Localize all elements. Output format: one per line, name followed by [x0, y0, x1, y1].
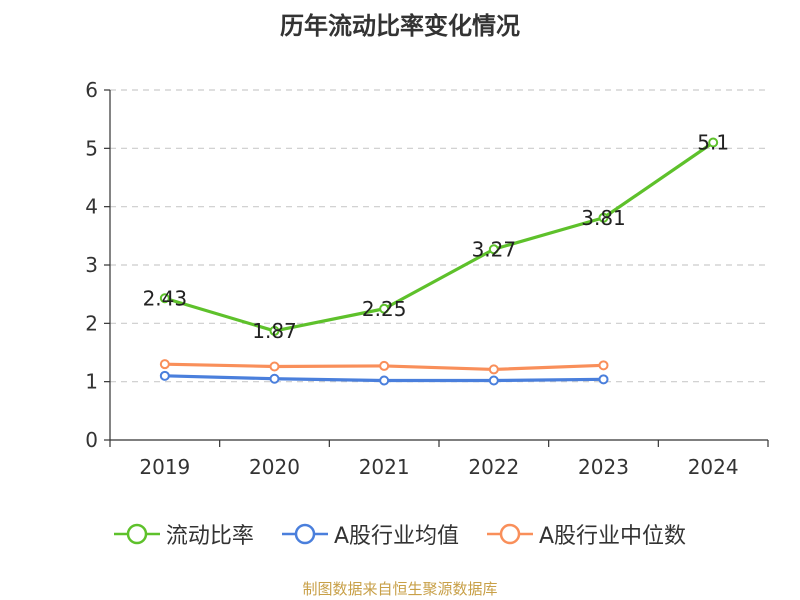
data-point-series-3-2022 — [488, 364, 499, 375]
legend-marker-series-2 — [281, 523, 328, 545]
legend-label-series-1: 流动比率 — [165, 524, 254, 549]
legend-circle-series-2 — [294, 523, 316, 545]
legend-circle-series-3 — [499, 523, 521, 545]
legend-label-series-3: A股行业中位数 — [539, 524, 687, 549]
x-tick-label-2022: 2022 — [468, 455, 519, 479]
legend: 流动比率 A股行业均值 A股行业中位数 — [0, 518, 800, 550]
data-point-series-1-2020 — [269, 325, 280, 336]
data-label-series-1-2024: 5.1 — [697, 131, 729, 155]
data-point-series-1-2019 — [159, 293, 170, 304]
y-tick-label-1: 1 — [85, 370, 98, 394]
data-point-series-1-2021 — [379, 303, 390, 314]
y-tick-label-3: 3 — [85, 253, 98, 277]
source-note: 制图数据来自恒生聚源数据库 — [302, 580, 498, 598]
x-tick-label-2023: 2023 — [578, 455, 629, 479]
data-point-series-2-2022 — [488, 375, 499, 386]
data-point-series-2-2020 — [269, 373, 280, 384]
data-point-series-2-2023 — [598, 374, 609, 385]
data-point-series-1-2023 — [598, 212, 609, 223]
y-tick-label-4: 4 — [85, 195, 98, 219]
y-tick-label-5: 5 — [85, 136, 98, 160]
data-point-series-3-2020 — [269, 361, 280, 372]
legend-circle-series-1 — [126, 523, 148, 545]
chart-title: 历年流动比率变化情况 — [280, 12, 520, 40]
data-point-series-1-2022 — [488, 244, 499, 255]
data-label-series-1-2022: 3.27 — [472, 237, 517, 261]
series-line-1 — [164, 141, 715, 333]
data-label-series-1-2021: 2.25 — [362, 297, 407, 321]
data-point-series-2-2021 — [379, 375, 390, 386]
data-point-series-3-2023 — [598, 360, 609, 371]
data-point-series-1-2024 — [708, 137, 719, 148]
y-tick-label-6: 6 — [85, 78, 98, 102]
y-tick-label-2: 2 — [85, 311, 98, 335]
x-tick-label-2024: 2024 — [688, 455, 739, 479]
data-label-series-1-2020: 1.87 — [252, 319, 297, 343]
legend-item-series-3[interactable]: A股行业中位数 — [487, 518, 686, 550]
x-tick-label-2020: 2020 — [249, 455, 300, 479]
data-label-series-1-2019: 2.43 — [143, 286, 188, 310]
legend-item-series-2[interactable]: A股行业均值 — [281, 518, 459, 550]
data-point-series-3-2021 — [379, 360, 390, 371]
x-tick-label-2021: 2021 — [359, 455, 410, 479]
legend-label-series-2: A股行业均值 — [333, 524, 459, 549]
legend-marker-series-3 — [487, 523, 533, 545]
legend-item-series-1[interactable]: 流动比率 — [113, 518, 254, 550]
y-tick-label-0: 0 — [85, 428, 98, 452]
data-label-series-1-2023: 3.81 — [581, 206, 626, 230]
data-point-series-2-2019 — [159, 370, 170, 381]
x-tick-label-2019: 2019 — [139, 455, 190, 479]
data-point-series-3-2019 — [159, 359, 170, 370]
legend-marker-series-1 — [113, 523, 160, 545]
